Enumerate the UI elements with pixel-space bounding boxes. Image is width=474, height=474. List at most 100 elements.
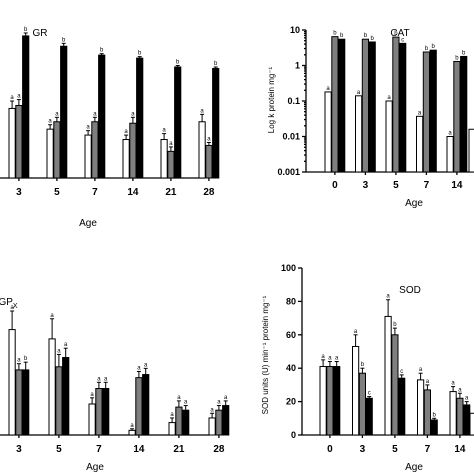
bar <box>384 315 392 436</box>
bar <box>212 67 220 179</box>
bar <box>463 404 471 436</box>
bar <box>22 35 30 179</box>
x-tick-label: 3 <box>16 444 22 455</box>
significance-label: a <box>426 379 430 385</box>
significance-label: b <box>24 27 28 33</box>
significance-label: b <box>425 46 429 52</box>
significance-label: a <box>200 108 204 114</box>
bar <box>398 377 406 436</box>
bar <box>460 55 468 173</box>
significance-label: b <box>371 36 375 42</box>
significance-label: a <box>177 395 181 401</box>
bar <box>324 91 332 173</box>
significance-label: a <box>335 356 339 362</box>
bar <box>167 150 175 179</box>
bar <box>422 51 430 173</box>
significance-label: a <box>10 95 14 101</box>
bar <box>8 329 16 436</box>
significance-label: a <box>354 329 358 335</box>
significance-label: a <box>48 119 52 125</box>
x-axis-label: Age <box>405 198 423 209</box>
significance-label: a <box>10 305 14 311</box>
x-tick-label: 5 <box>393 180 399 191</box>
bar <box>453 60 461 173</box>
bar <box>55 366 63 436</box>
bar <box>355 95 363 173</box>
bar <box>326 366 334 436</box>
x-tick-label: 28 <box>213 444 225 455</box>
bar <box>62 357 70 436</box>
significance-label: a <box>130 423 134 429</box>
bar <box>198 121 206 179</box>
significance-label: c <box>400 369 403 375</box>
significance-label: a <box>124 129 128 135</box>
bar <box>15 104 23 179</box>
significance-label: a <box>104 376 108 382</box>
x-tick-label: 7 <box>424 180 430 191</box>
y-tick-label: 10 <box>290 25 300 35</box>
significance-label: a <box>418 110 422 116</box>
x-tick-label: 14 <box>127 187 139 198</box>
x-tick-label: 7 <box>425 444 431 455</box>
x-tick-label: 5 <box>56 444 62 455</box>
significance-label: b <box>62 37 66 43</box>
x-tick-label: 14 <box>451 180 463 191</box>
y-tick-label: 20 <box>286 397 296 407</box>
significance-label: a <box>57 348 61 354</box>
significance-label: a <box>162 128 166 134</box>
x-tick-label: 14 <box>454 444 466 455</box>
y-tick-label: 0.001 <box>277 167 300 177</box>
bar <box>417 379 425 436</box>
significance-label: c <box>368 391 371 397</box>
bar <box>423 389 431 436</box>
significance-label: a <box>17 94 21 100</box>
bar <box>208 417 216 436</box>
significance-label: b <box>432 44 436 50</box>
chart-title-subscript: X <box>13 303 18 310</box>
y-tick-label: 0.1 <box>287 96 300 106</box>
bar <box>416 115 424 173</box>
bar <box>95 388 103 436</box>
significance-label: b <box>364 33 368 39</box>
bar <box>429 49 437 173</box>
x-tick-label: 21 <box>173 444 185 455</box>
significance-label: a <box>93 111 97 117</box>
bar <box>91 121 99 179</box>
x-tick-label: 5 <box>54 187 60 198</box>
bar <box>175 406 183 436</box>
significance-label: b <box>433 412 437 418</box>
x-axis-label: Age <box>405 462 423 473</box>
significance-label: a <box>328 356 332 362</box>
significance-label: b <box>393 322 397 328</box>
bar <box>222 405 230 436</box>
significance-label: a <box>458 387 462 393</box>
significance-label: b <box>214 61 218 67</box>
bar <box>333 366 341 436</box>
bar <box>361 38 369 173</box>
x-tick-label: 28 <box>203 187 215 198</box>
bar <box>160 139 168 179</box>
bar <box>128 429 136 436</box>
significance-label: a <box>224 395 228 401</box>
significance-label: a <box>55 111 59 117</box>
significance-label: b <box>361 362 365 368</box>
y-tick-label: 100 <box>281 263 296 273</box>
significance-label: a <box>86 125 90 131</box>
bar <box>48 338 56 436</box>
significance-label: a <box>64 342 68 348</box>
bar <box>319 366 327 436</box>
bar <box>446 136 454 173</box>
significance-label: a <box>451 381 455 387</box>
bar <box>331 36 339 173</box>
significance-label: b <box>455 55 459 61</box>
significance-label: a <box>326 86 330 92</box>
bar <box>15 369 23 436</box>
y-tick-label: 80 <box>286 296 296 306</box>
bar <box>22 369 30 436</box>
significance-label: a <box>207 136 211 142</box>
y-tick-label: 40 <box>286 363 296 373</box>
